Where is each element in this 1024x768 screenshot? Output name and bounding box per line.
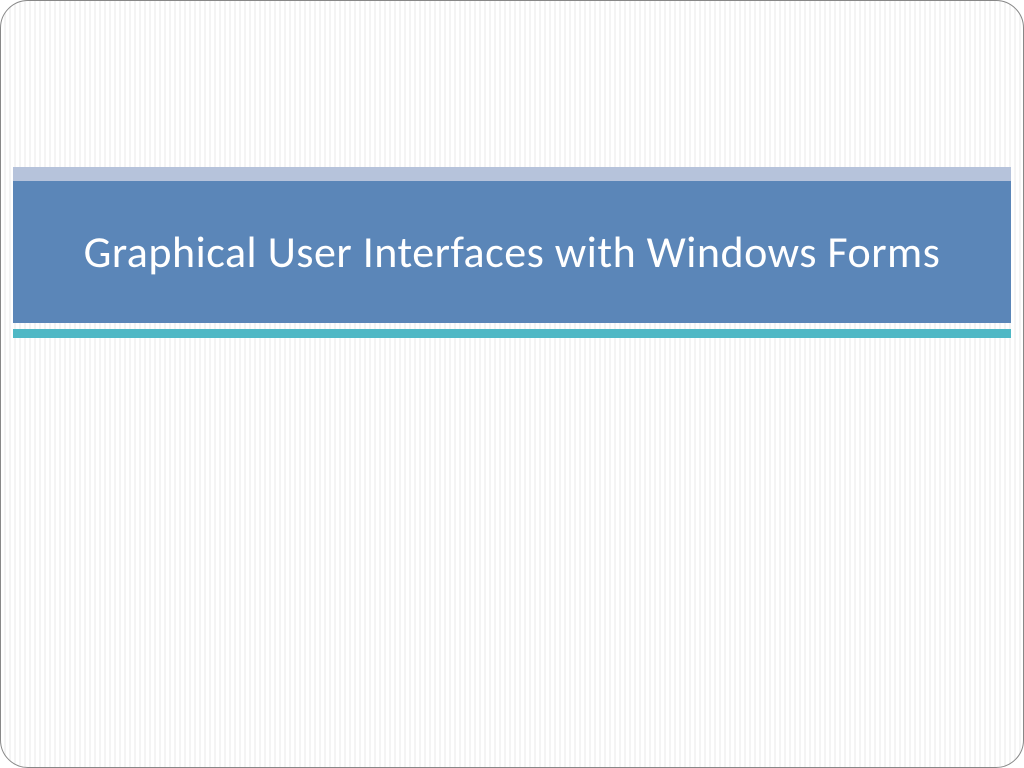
slide-container: Graphical User Interfaces with Windows F…	[0, 0, 1024, 768]
slide-inner: Graphical User Interfaces with Windows F…	[13, 13, 1011, 755]
top-accent-bar	[13, 167, 1011, 181]
slide-title: Graphical User Interfaces with Windows F…	[84, 225, 941, 280]
bottom-accent-bar	[13, 329, 1011, 338]
title-band: Graphical User Interfaces with Windows F…	[13, 181, 1011, 323]
